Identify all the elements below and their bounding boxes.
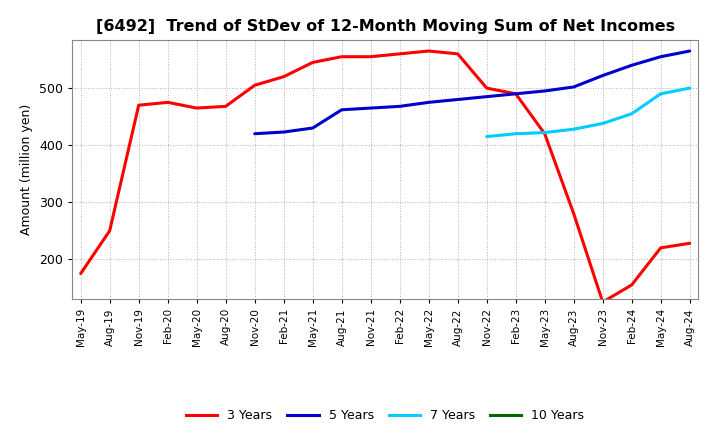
7 Years [598,121,607,126]
3 Years [163,100,172,105]
5 Years [366,106,375,111]
3 Years [424,48,433,54]
5 Years [454,97,462,102]
5 Years [338,107,346,112]
3 Years [192,106,201,111]
3 Years [598,299,607,304]
3 Years [454,51,462,56]
3 Years [338,54,346,59]
5 Years [482,94,491,99]
3 Years [395,51,404,56]
5 Years [685,48,694,54]
Legend: 3 Years, 5 Years, 7 Years, 10 Years: 3 Years, 5 Years, 7 Years, 10 Years [181,404,590,427]
Title: [6492]  Trend of StDev of 12-Month Moving Sum of Net Incomes: [6492] Trend of StDev of 12-Month Moving… [96,19,675,34]
7 Years [511,131,520,136]
3 Years [105,228,114,233]
5 Years [598,73,607,78]
Line: 5 Years: 5 Years [255,51,690,134]
5 Years [511,91,520,96]
3 Years [76,271,85,276]
5 Years [395,104,404,109]
3 Years [482,85,491,91]
Line: 7 Years: 7 Years [487,88,690,136]
5 Years [308,125,317,131]
5 Years [627,62,636,68]
7 Years [541,130,549,135]
7 Years [685,85,694,91]
5 Years [424,100,433,105]
5 Years [279,129,288,135]
5 Years [657,54,665,59]
3 Years [541,131,549,136]
3 Years [685,241,694,246]
3 Years [366,54,375,59]
3 Years [570,211,578,216]
5 Years [251,131,259,136]
5 Years [541,88,549,94]
3 Years [251,83,259,88]
Y-axis label: Amount (million yen): Amount (million yen) [20,104,33,235]
3 Years [308,60,317,65]
3 Years [135,103,143,108]
3 Years [221,104,230,109]
3 Years [511,91,520,96]
3 Years [279,74,288,79]
7 Years [570,127,578,132]
7 Years [657,91,665,96]
3 Years [627,282,636,288]
7 Years [627,111,636,117]
7 Years [482,134,491,139]
3 Years [657,245,665,250]
5 Years [570,84,578,90]
Line: 3 Years: 3 Years [81,51,690,302]
